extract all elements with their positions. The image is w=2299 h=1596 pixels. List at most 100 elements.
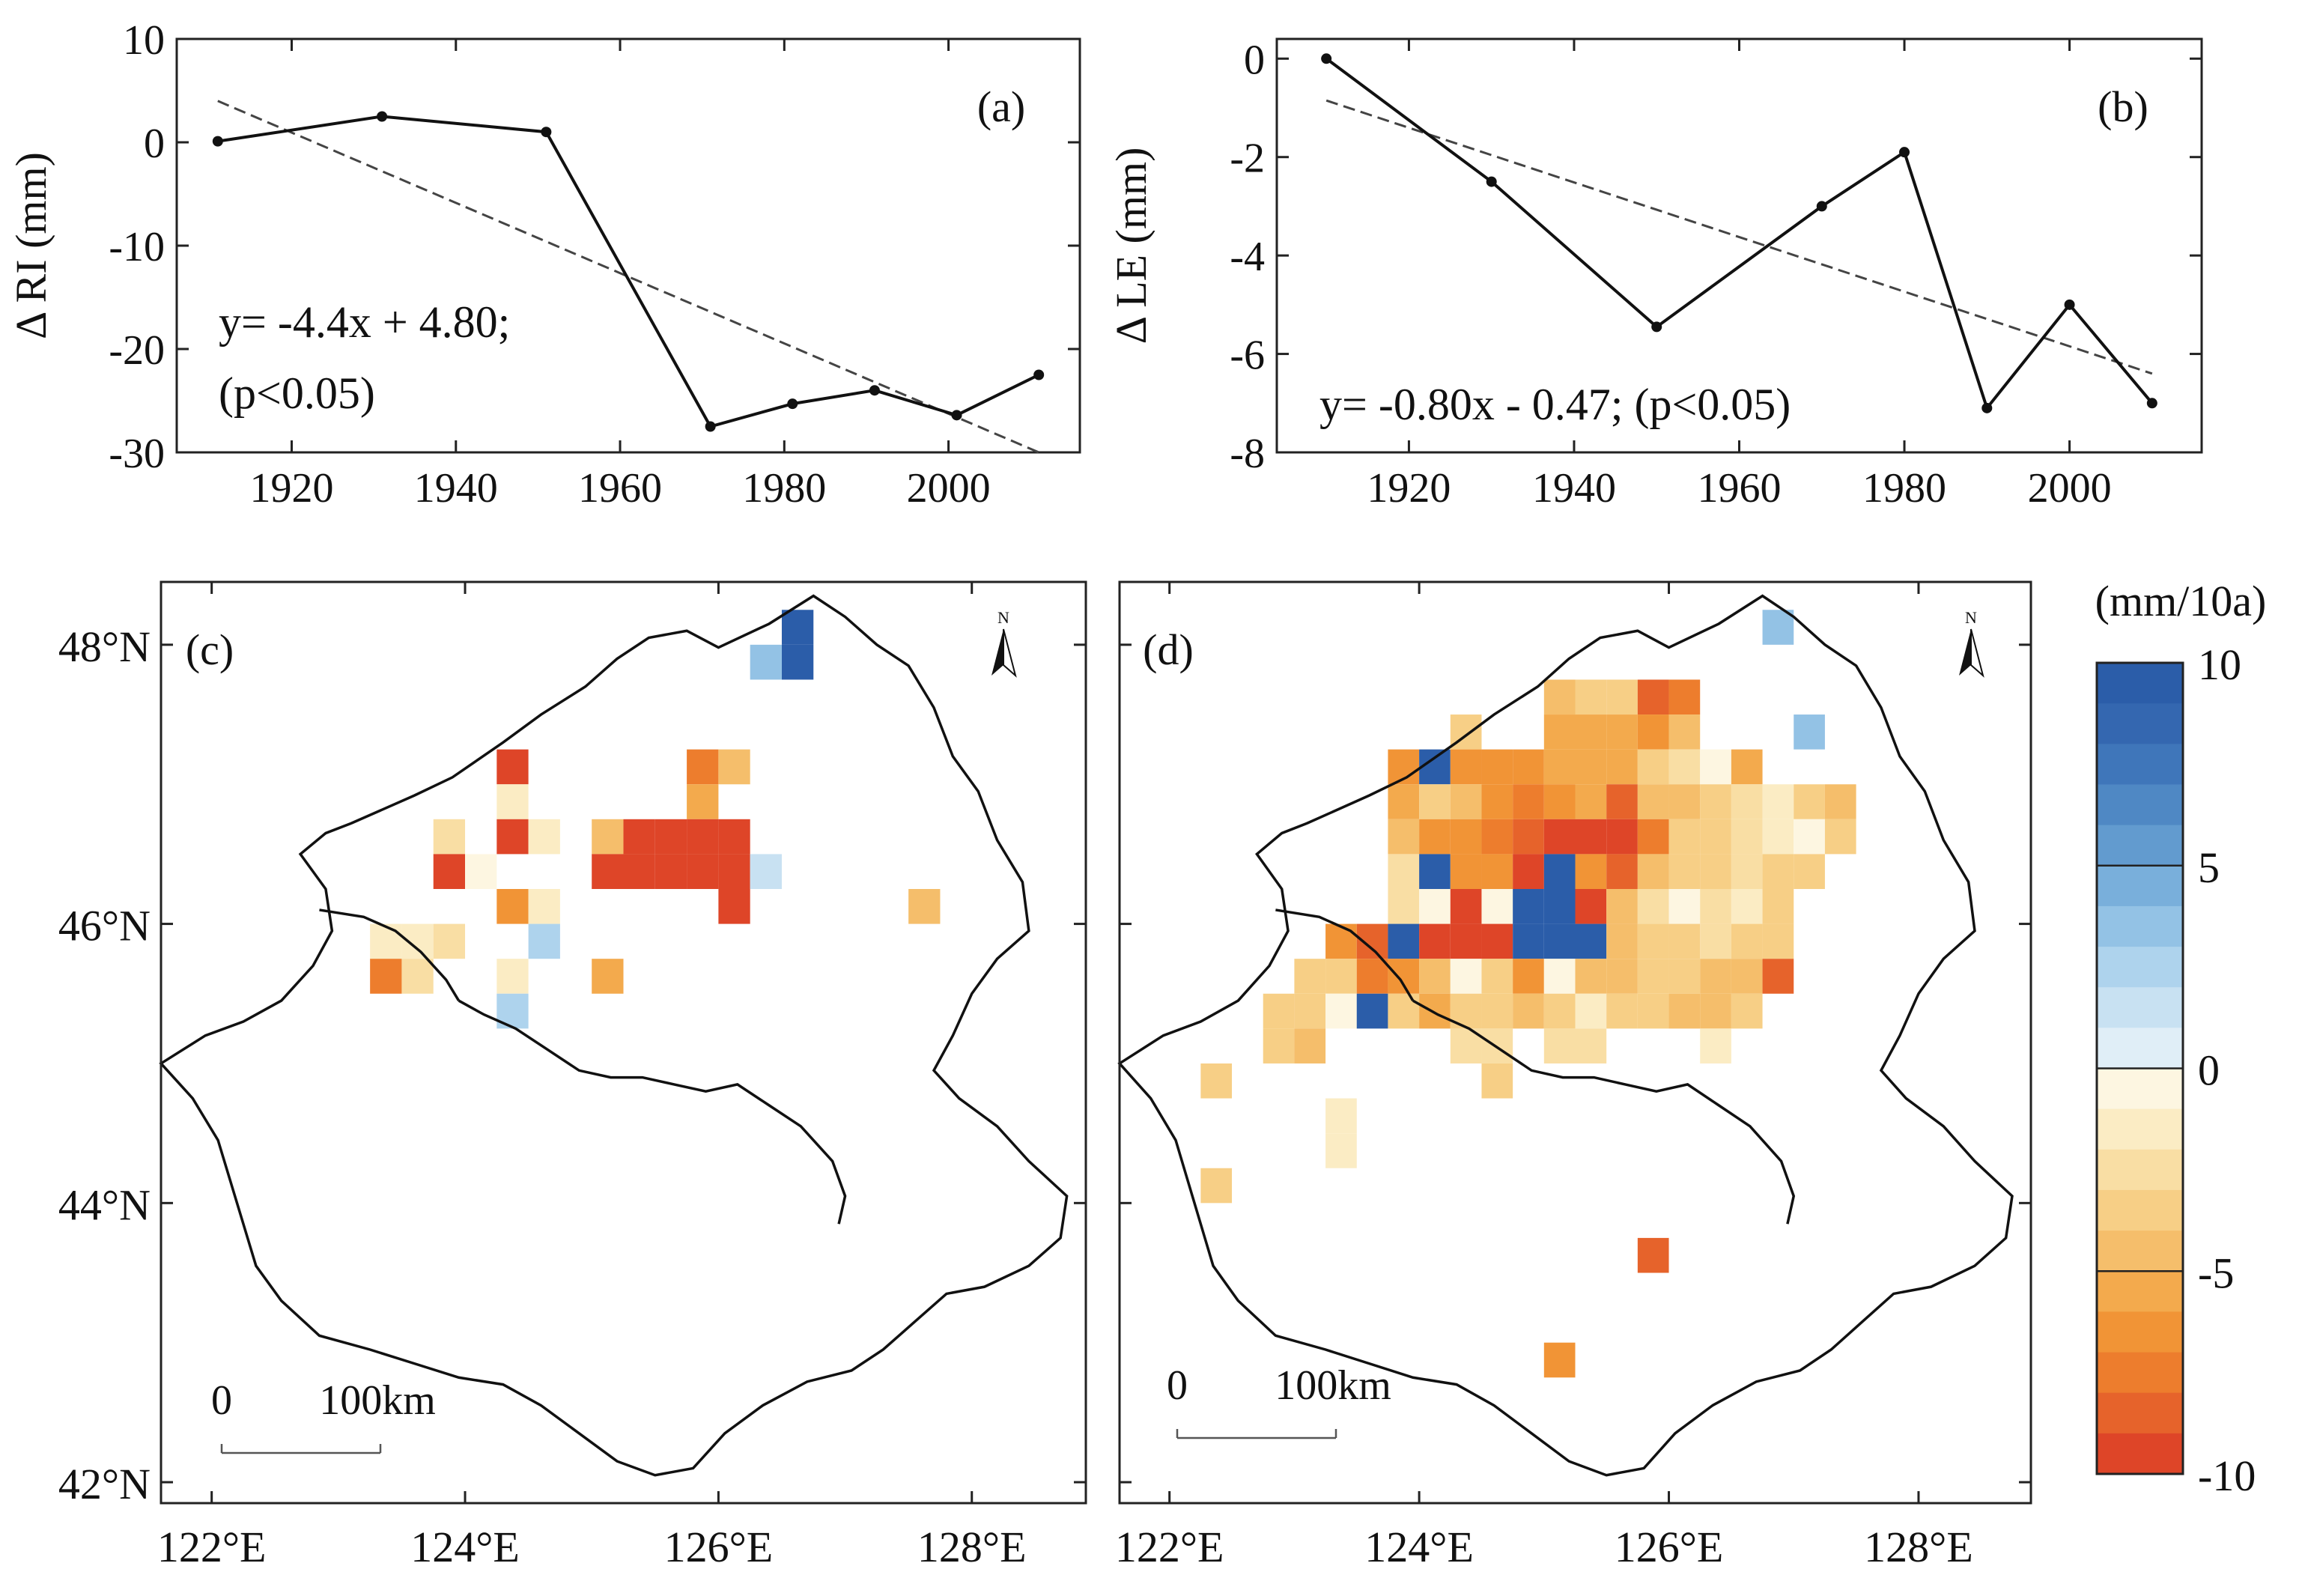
grid-cell <box>750 644 782 680</box>
grid-cell <box>1419 854 1451 889</box>
panel-label: (d) <box>1143 625 1194 674</box>
data-point <box>705 421 716 432</box>
grid-cell <box>496 749 529 785</box>
panel-c-map: 122°E 124°E 126°E 128°E 48°N 46°N 44°N 42°N (c) N… <box>58 580 1087 1571</box>
series-line <box>1325 57 2154 412</box>
map-frame <box>160 580 1087 1505</box>
grid-cell <box>1450 889 1482 924</box>
grid-cell <box>687 819 719 855</box>
grid-cell <box>1200 1063 1233 1099</box>
internal-boundary <box>1412 999 1796 1225</box>
grid-cell <box>1794 854 1825 889</box>
scalebar-start-label: 0 <box>1167 1362 1188 1409</box>
colorbar-legend: (mm/10a) 10 5 0 -5 -10 <box>2095 577 2267 1500</box>
grid-cell <box>1543 714 1576 750</box>
longitude-label: 126°E <box>1615 1523 1724 1571</box>
y-tick-label: 10 <box>123 17 165 64</box>
y-tick-label: 0 <box>1244 37 1265 83</box>
colorbar-label: 10 <box>2198 640 2241 689</box>
grid-cell <box>433 854 466 889</box>
y-tick-label: -8 <box>1230 431 1265 477</box>
grid-cell <box>1668 714 1701 750</box>
grid-cell <box>1513 749 1544 785</box>
grid-cell <box>1356 993 1388 1029</box>
internal-boundary <box>319 908 461 1001</box>
north-arrow-icon <box>1970 628 1984 678</box>
grid-cell <box>1731 854 1763 889</box>
grid-cell <box>1450 784 1482 819</box>
north-label: N <box>997 608 1009 627</box>
colorbar-swatch <box>2097 1352 2183 1394</box>
grid-cell <box>1731 784 1763 819</box>
grid-cell <box>1419 749 1451 785</box>
data-point <box>212 136 223 147</box>
grid-cell <box>1637 819 1669 855</box>
grid-cell <box>1575 923 1607 959</box>
data-point <box>951 410 962 421</box>
colorbar-swatch <box>2097 1231 2183 1272</box>
grid-cell <box>1450 819 1482 855</box>
grid-cell <box>1731 959 1763 994</box>
grid-cell <box>1481 993 1513 1029</box>
y-tick-label: -4 <box>1230 234 1265 280</box>
grid-cell <box>1481 784 1513 819</box>
significance-note: (p<0.05) <box>219 368 375 418</box>
grid-cell <box>1700 819 1731 855</box>
grid-cell <box>1543 854 1576 889</box>
grid-cell <box>1325 1098 1357 1134</box>
colorbar-swatch <box>2097 1028 2183 1069</box>
grid-cell <box>1543 959 1576 994</box>
data-point <box>1899 147 1910 158</box>
grid-cell <box>1481 854 1513 889</box>
grid-cell <box>1606 923 1638 959</box>
grid-cell <box>592 819 624 855</box>
longitude-label: 128°E <box>1864 1523 1973 1571</box>
grid-cell <box>1575 714 1607 750</box>
data-point <box>2064 299 2075 310</box>
latitude-label: 48°N <box>58 622 151 671</box>
grid-cell <box>1668 923 1701 959</box>
grid-cell <box>1700 749 1731 785</box>
grid-cell <box>1200 1168 1233 1204</box>
scalebar-end-label: 100km <box>319 1377 436 1424</box>
grid-cell <box>1419 993 1451 1029</box>
grid-cell <box>718 854 750 889</box>
grid-cell <box>1543 993 1576 1029</box>
y-tick-label: -20 <box>109 327 165 374</box>
grid-cell <box>623 819 655 855</box>
grid-cell <box>1419 959 1451 994</box>
grid-cell <box>1700 923 1731 959</box>
grid-cell <box>1356 959 1388 994</box>
grid-cell <box>1263 1028 1295 1064</box>
grid-cell <box>1575 854 1607 889</box>
grid-cell <box>1543 1028 1576 1064</box>
grid-cell <box>433 819 466 855</box>
panel-d-map: 122°E 124°E 126°E 128°E (d) N 0 100km <box>1115 580 2032 1571</box>
colorbar-label: 0 <box>2198 1046 2220 1095</box>
grid-cell <box>1575 1028 1607 1064</box>
grid-cell <box>1731 749 1763 785</box>
region-boundary <box>159 594 1069 1477</box>
grid-cell <box>1419 784 1451 819</box>
grid-cell <box>655 854 687 889</box>
grid-cell <box>528 889 560 924</box>
x-tick-label: 1980 <box>742 465 826 512</box>
grid-cell <box>781 644 814 680</box>
grid-cell <box>1481 959 1513 994</box>
grid-cell <box>1450 854 1482 889</box>
colorbar-label: 5 <box>2198 843 2220 892</box>
grid-cell <box>592 854 624 889</box>
grid-cell <box>1731 819 1763 855</box>
colorbar-swatch <box>2097 947 2183 988</box>
y-tick-label: -10 <box>109 224 165 270</box>
grid-cell <box>1606 714 1638 750</box>
grid-cell <box>1668 993 1701 1029</box>
internal-boundary <box>458 999 847 1225</box>
colorbar-unit: (mm/10a) <box>2095 577 2267 625</box>
map-frame <box>1118 580 2032 1505</box>
grid-cell <box>1419 923 1451 959</box>
grid-cell <box>1762 854 1794 889</box>
grid-cell <box>1388 819 1420 855</box>
latitude-label: 46°N <box>58 902 151 950</box>
